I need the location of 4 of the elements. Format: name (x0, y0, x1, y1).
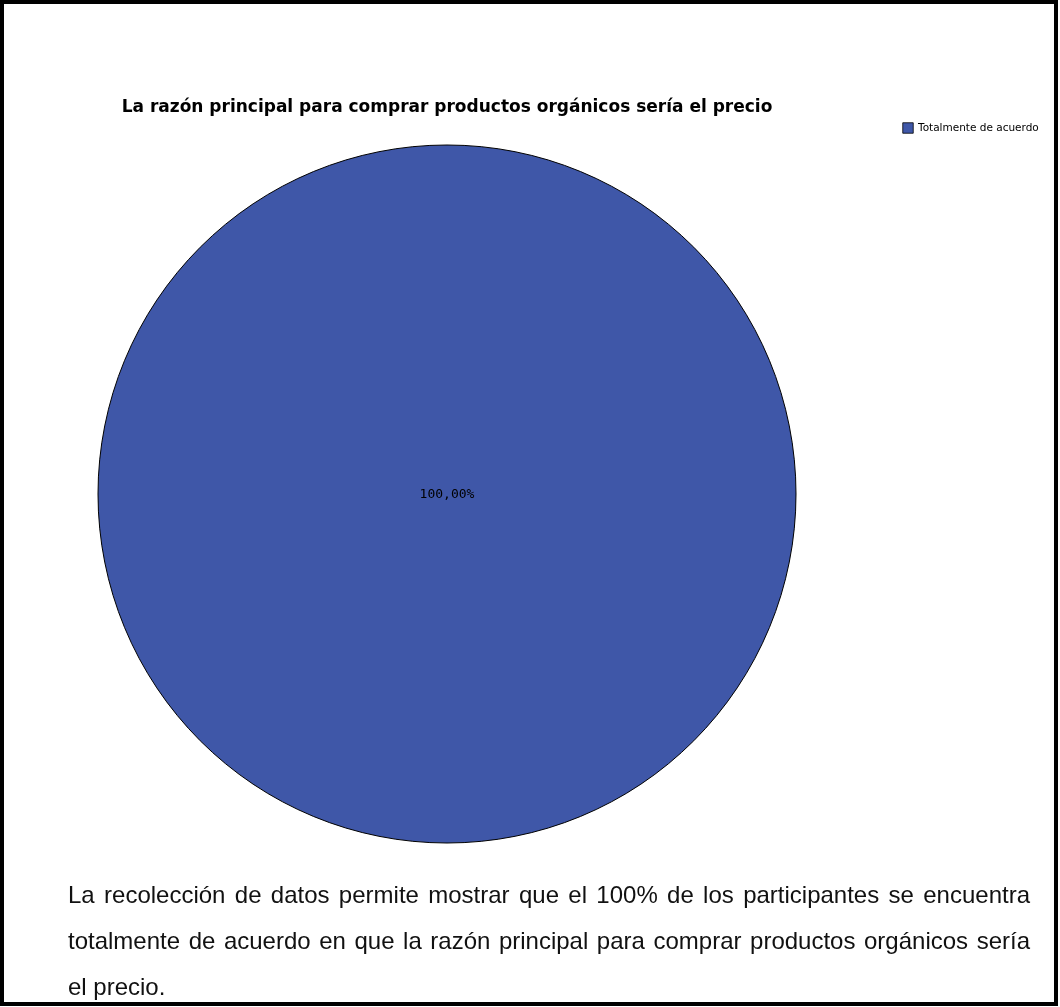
data-label: 100,00% (419, 486, 475, 501)
text: La recolección de datos permite mostrar que el 100% de los participantes se encuentra totalmente de acuerdo en que la razón principal para comprar productos orgánicos sería el precio. (68, 880, 1030, 1002)
legend-label: Totalmente de acuerdo (917, 121, 1039, 133)
chart-title: La razón principal para comprar productos orgánicos sería el precio (121, 96, 773, 116)
